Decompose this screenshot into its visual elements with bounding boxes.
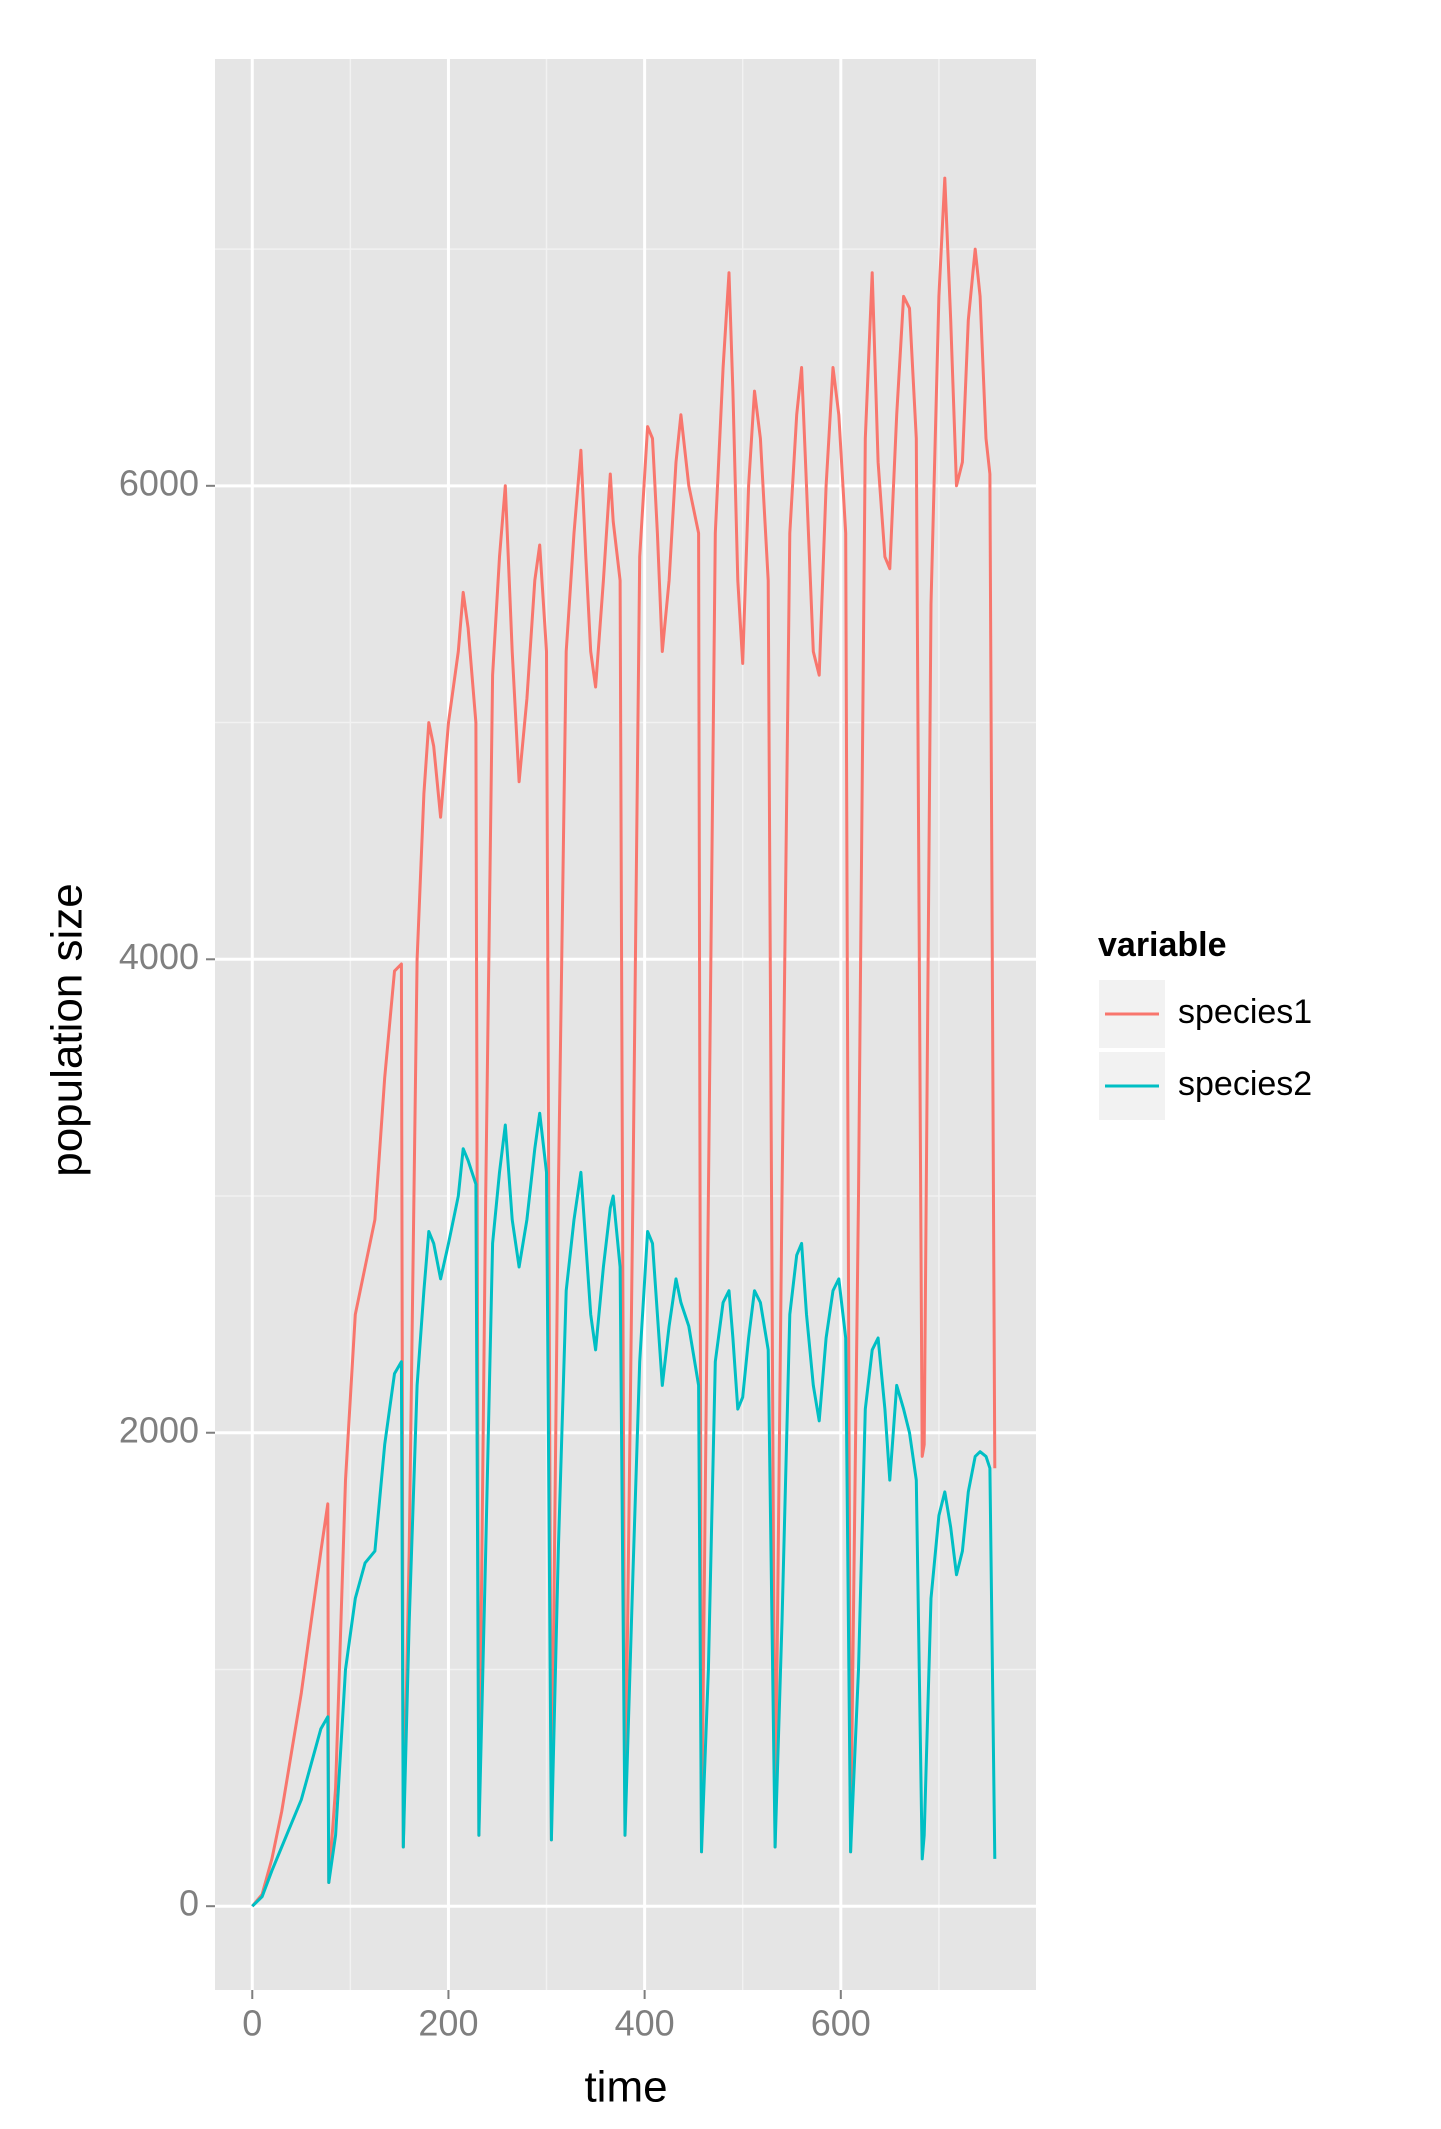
x-tick-label: 200 [418,2003,478,2044]
legend-label: species1 [1178,993,1312,1031]
series-line [251,1111,997,1908]
y-tick-label: 2000 [119,1409,199,1450]
x-tick-label: 400 [615,2003,675,2044]
y-tick-label: 4000 [119,936,199,977]
x-axis-title: time [584,2063,667,2112]
y-axis-title: population size [43,883,92,1177]
y-tick-label: 0 [179,1883,199,1924]
legend-label: species2 [1178,1065,1312,1103]
series-line [251,176,997,1908]
y-tick-label: 6000 [119,462,199,503]
x-tick-label: 600 [811,2003,871,2044]
x-tick-label: 0 [242,2003,262,2044]
legend-title: variable [1098,926,1227,964]
